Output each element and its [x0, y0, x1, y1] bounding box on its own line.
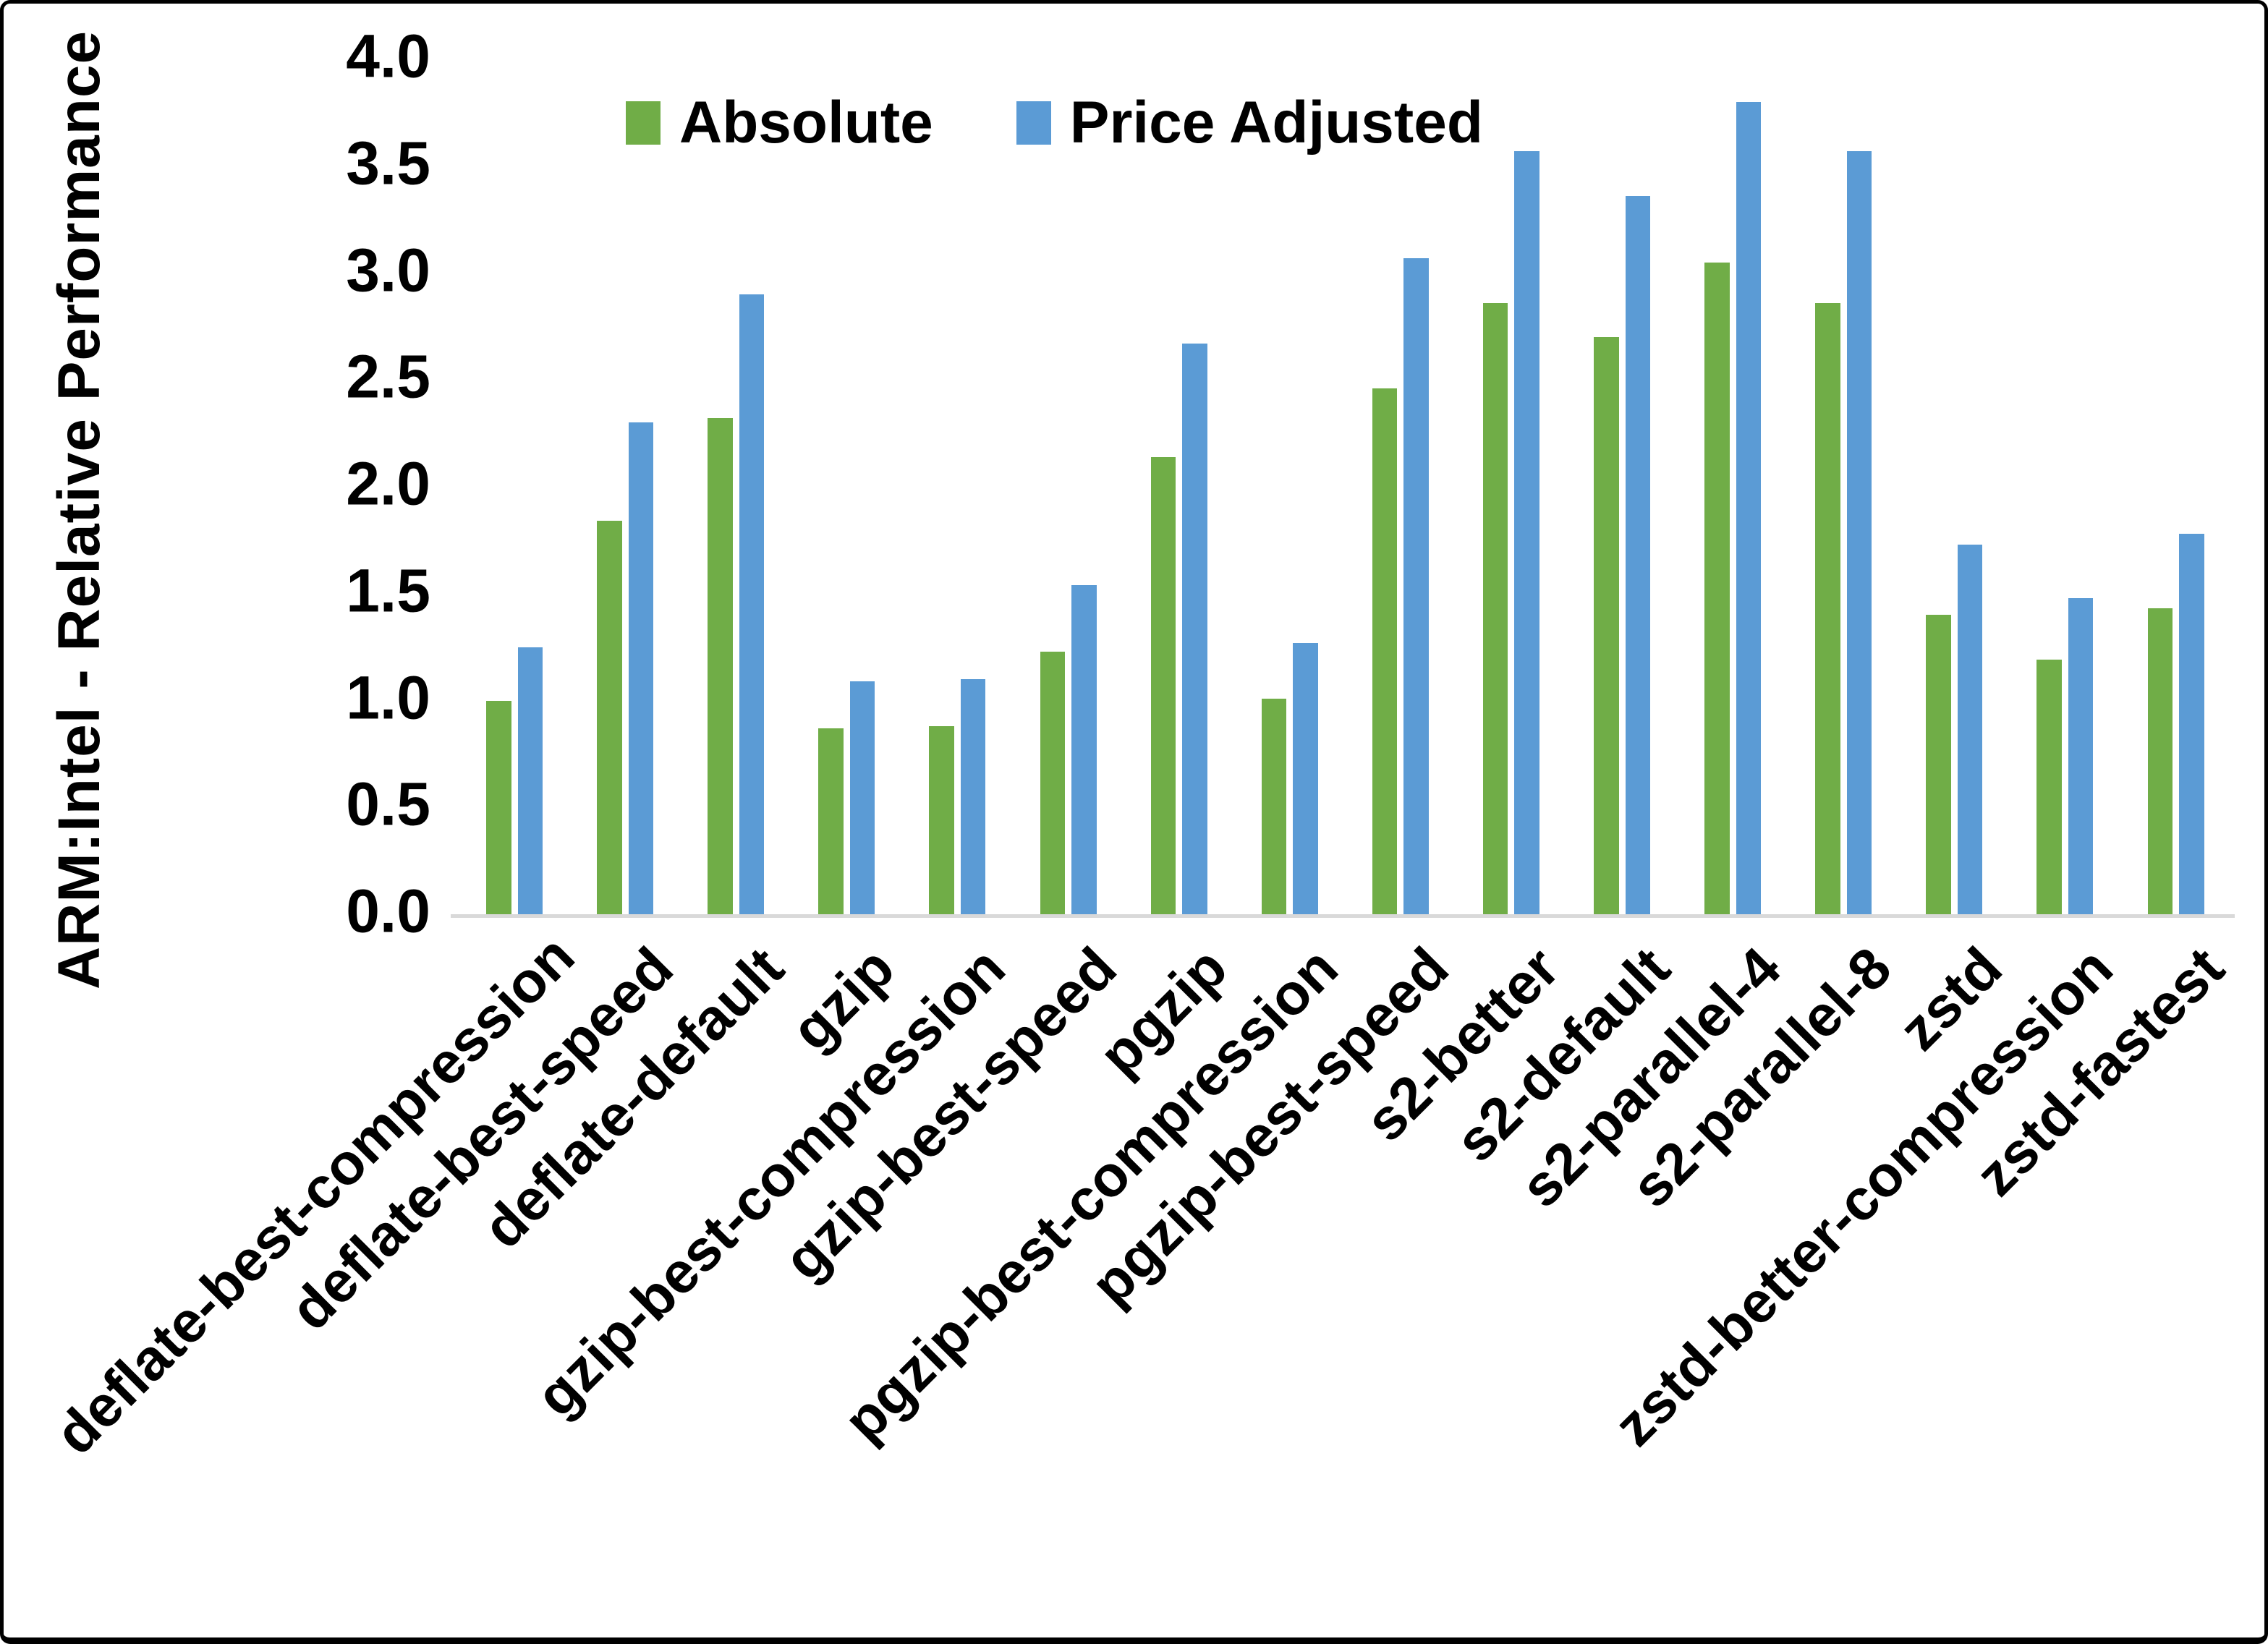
- bar-absolute: [486, 700, 511, 914]
- bar-absolute: [1594, 337, 1619, 914]
- bar-price-adjusted: [628, 422, 654, 914]
- legend-label: Absolute: [679, 90, 933, 156]
- y-tick-label: 3.5: [346, 129, 430, 197]
- bar-absolute: [1372, 388, 1398, 914]
- x-axis-line: [451, 914, 2235, 918]
- y-tick-label: 2.0: [346, 449, 430, 518]
- y-tick-label: 1.0: [346, 663, 430, 732]
- bar-price-adjusted: [1625, 196, 1651, 914]
- bar-absolute: [929, 725, 954, 914]
- legend-item-price-adjusted: Price Adjusted: [1016, 89, 1483, 157]
- bar-price-adjusted: [2179, 534, 2204, 914]
- bar-price-adjusted: [517, 647, 543, 914]
- bar-absolute: [708, 418, 733, 914]
- bar-price-adjusted: [1293, 642, 1318, 914]
- legend-item-absolute: Absolute: [626, 89, 933, 157]
- bar-absolute: [1150, 456, 1176, 914]
- bar-price-adjusted: [1957, 544, 1983, 914]
- bar-price-adjusted: [960, 678, 986, 914]
- bar-price-adjusted: [739, 294, 765, 914]
- plot-area: 0.0 0.5 1.0 1.5 2.0 2.5 3.0 3.5 4.0 deflate-best-…: [4, 4, 2264, 1637]
- bar-price-adjusted: [1182, 344, 1207, 914]
- y-tick-label: 0.5: [346, 770, 430, 838]
- y-tick-label: 3.0: [346, 236, 430, 304]
- bar-price-adjusted: [1071, 584, 1097, 914]
- legend-swatch-icon: [1016, 101, 1051, 145]
- bar-absolute: [597, 521, 622, 914]
- bar-absolute: [1926, 615, 1951, 914]
- legend-label: Price Adjusted: [1069, 90, 1483, 156]
- bar-absolute: [1261, 698, 1287, 914]
- legend: Absolute Price Adjusted: [626, 89, 1483, 157]
- bar-price-adjusted: [849, 681, 875, 914]
- bar-absolute: [2036, 660, 2062, 914]
- bar-absolute: [1704, 262, 1730, 914]
- bar-price-adjusted: [1736, 102, 1762, 914]
- y-tick-label: 2.5: [346, 342, 430, 411]
- bar-absolute: [1482, 302, 1508, 914]
- bar-price-adjusted: [1846, 151, 1872, 914]
- bar-price-adjusted: [2068, 597, 2094, 914]
- y-tick-label: 4.0: [346, 22, 430, 90]
- bar-absolute: [818, 728, 844, 914]
- legend-swatch-icon: [626, 101, 661, 145]
- bar-price-adjusted: [1514, 151, 1539, 914]
- bar-absolute: [2147, 608, 2173, 914]
- bar-absolute: [1815, 302, 1840, 914]
- bar-absolute: [1040, 651, 1066, 914]
- y-tick-label: 1.5: [346, 556, 430, 625]
- y-tick-label: 0.0: [346, 877, 430, 945]
- bar-price-adjusted: [1403, 257, 1429, 914]
